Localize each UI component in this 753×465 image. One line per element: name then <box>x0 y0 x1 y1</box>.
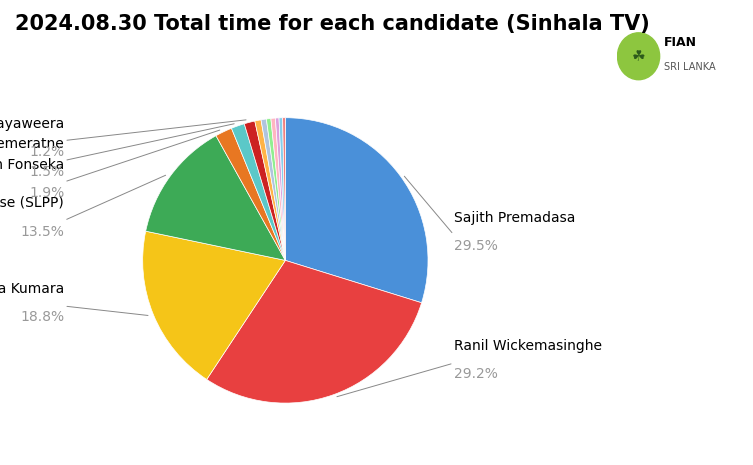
Wedge shape <box>231 124 285 260</box>
Text: Ranil Wickemasinghe: Ranil Wickemasinghe <box>454 339 602 353</box>
Text: Sajith Premadasa: Sajith Premadasa <box>454 211 575 225</box>
Circle shape <box>617 33 660 80</box>
Text: Anura Kumara: Anura Kumara <box>0 282 64 296</box>
Text: Sarath Fonseka: Sarath Fonseka <box>0 158 64 172</box>
Wedge shape <box>271 118 285 260</box>
Text: Namal Rajapakse (SLPP): Namal Rajapakse (SLPP) <box>0 197 64 211</box>
Text: ☘: ☘ <box>632 49 645 64</box>
Text: Dilith Jayaweera: Dilith Jayaweera <box>0 117 64 131</box>
Text: 2024.08.30 Total time for each candidate (Sinhala TV): 2024.08.30 Total time for each candidate… <box>15 14 650 34</box>
Text: 29.2%: 29.2% <box>454 367 498 381</box>
Wedge shape <box>282 118 285 260</box>
Text: 18.8%: 18.8% <box>20 310 64 324</box>
Text: 1.2%: 1.2% <box>29 145 64 159</box>
Text: FIAN: FIAN <box>664 35 697 48</box>
Text: Keerthi Wickremeratne: Keerthi Wickremeratne <box>0 137 64 151</box>
Text: SRI LANKA: SRI LANKA <box>664 62 716 72</box>
Wedge shape <box>279 118 285 260</box>
Text: 29.5%: 29.5% <box>454 239 498 253</box>
Text: 1.5%: 1.5% <box>29 165 64 179</box>
Wedge shape <box>145 136 285 260</box>
Wedge shape <box>267 119 285 260</box>
Wedge shape <box>244 121 285 260</box>
Wedge shape <box>206 260 422 403</box>
Wedge shape <box>255 120 285 260</box>
Wedge shape <box>285 118 428 303</box>
Wedge shape <box>216 128 285 260</box>
Wedge shape <box>276 118 285 260</box>
Wedge shape <box>142 231 285 379</box>
Text: 13.5%: 13.5% <box>20 225 64 239</box>
Wedge shape <box>261 119 285 260</box>
Text: 1.9%: 1.9% <box>29 186 64 200</box>
